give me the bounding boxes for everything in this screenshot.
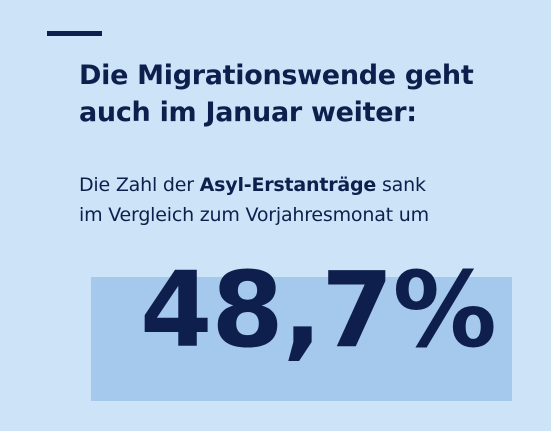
body-text: Die Zahl der Asyl-Erstanträge sank im Ve… [79,170,519,230]
headline: Die Migrationswende geht auch im Januar … [79,57,519,131]
body-line-2: im Vergleich zum Vorjahresmonat um [79,204,429,226]
body-line-1-prefix: Die Zahl der [79,174,200,196]
headline-line-1: Die Migrationswende geht [79,60,474,91]
accent-bar [47,31,102,36]
stat-value: 48,7% [140,249,497,371]
headline-line-2: auch im Januar weiter: [79,97,417,128]
body-bold-term: Asyl-Erstanträge [199,174,377,196]
highlight-box [91,277,512,401]
body-line-1-suffix: sank [376,174,426,196]
